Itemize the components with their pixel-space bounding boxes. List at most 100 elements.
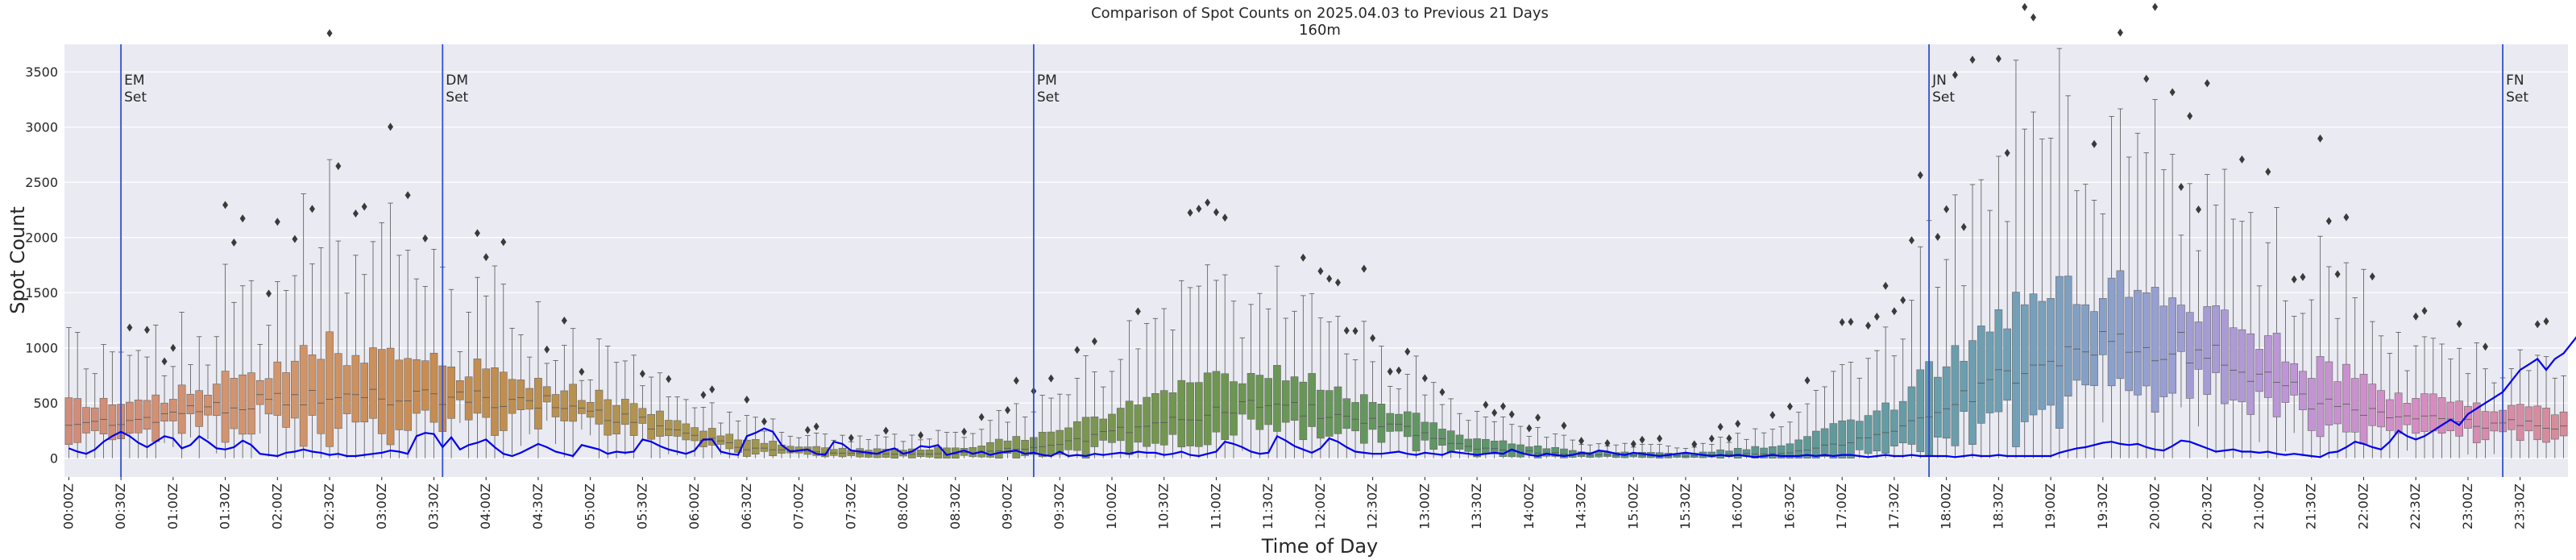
outlier [813, 422, 819, 431]
box-body [1916, 369, 1925, 452]
box-body [1395, 413, 1403, 432]
box-body [2159, 305, 2168, 397]
outlier [1326, 274, 1333, 283]
x-tick-label: 09:30Z [1052, 483, 1067, 529]
outlier [404, 191, 411, 200]
box-body [282, 372, 290, 428]
box-body [682, 423, 691, 441]
box-body [342, 365, 351, 414]
box-body [1438, 429, 1446, 446]
y-axis-label: Spot Count [6, 206, 29, 313]
box [1134, 307, 1143, 458]
box-body [395, 359, 404, 430]
outlier [2343, 213, 2350, 222]
box [2333, 270, 2342, 458]
outlier [2534, 320, 2541, 329]
box [1116, 359, 1125, 458]
box-body [751, 439, 760, 455]
box-body [2255, 349, 2263, 392]
box [456, 351, 464, 423]
box [255, 343, 264, 433]
box-body [499, 371, 508, 431]
outlier [2117, 28, 2123, 37]
x-tick-label: 06:00Z [687, 483, 702, 529]
box [751, 417, 760, 458]
x-tick-label: 23:30Z [2512, 483, 2528, 529]
box-body [2151, 287, 2159, 413]
annotation-label: JN [1931, 73, 1947, 89]
box-body [1247, 373, 1255, 420]
box-body [2281, 361, 2290, 403]
box-body [1524, 446, 1533, 454]
x-tick-label: 04:30Z [530, 483, 545, 529]
box [317, 247, 326, 458]
outlier [127, 323, 133, 332]
box-body [2446, 401, 2455, 432]
outlier [1300, 253, 1306, 262]
x-tick-label: 04:00Z [478, 483, 493, 529]
box [126, 323, 134, 458]
box [1221, 214, 1230, 458]
annotation-label: FN [2506, 73, 2524, 89]
box [1629, 440, 1638, 458]
box [1360, 264, 1368, 458]
x-tick-label: 19:30Z [2095, 483, 2110, 529]
box-body [1595, 451, 1603, 458]
box-body [638, 408, 647, 424]
box [1473, 411, 1481, 458]
box [1003, 405, 1012, 458]
box [1047, 374, 1056, 458]
box-body [2333, 381, 2342, 425]
box-body [2168, 297, 2176, 394]
outlier [2022, 2, 2028, 11]
x-tick-label: 11:00Z [1208, 483, 1223, 529]
outlier [1891, 307, 1898, 316]
box [2263, 168, 2272, 458]
x-axis-label: Time of Day [1261, 535, 1379, 558]
box-body [1212, 371, 1221, 433]
box-body [482, 368, 491, 418]
box [881, 426, 890, 458]
box [2542, 317, 2550, 458]
box [421, 234, 429, 458]
box [595, 338, 604, 458]
box-body [1299, 381, 1308, 441]
box [195, 336, 204, 458]
box-body [386, 347, 395, 446]
box-body [1090, 417, 1099, 447]
box [2316, 134, 2325, 458]
box-body [725, 433, 734, 450]
box-body [1351, 402, 1359, 432]
box-body [369, 347, 377, 419]
box [2081, 184, 2090, 458]
outlier [1404, 347, 1411, 356]
box-body [881, 449, 890, 458]
outlier [1317, 267, 1324, 276]
box [1898, 296, 1907, 458]
box [273, 218, 282, 458]
box [1230, 301, 1238, 458]
box [2221, 168, 2229, 458]
box [612, 362, 620, 458]
box [1281, 317, 1290, 458]
box-body [1099, 418, 1108, 441]
box [2047, 138, 2055, 458]
box-body [90, 407, 99, 431]
box [2229, 218, 2238, 458]
box [525, 356, 533, 434]
box [2168, 88, 2176, 458]
x-tick-label: 16:00Z [1730, 483, 1745, 529]
box-body [2490, 411, 2499, 432]
box-body [1942, 366, 1951, 439]
box-body [2238, 329, 2246, 403]
box-body [1238, 383, 1247, 415]
box [1577, 437, 1586, 458]
box-body [2350, 378, 2359, 433]
box [1299, 253, 1308, 458]
box [1916, 171, 1925, 458]
box [2020, 2, 2029, 458]
box-body [2142, 292, 2151, 387]
x-tick-label: 08:30Z [948, 483, 963, 529]
box [2003, 148, 2011, 458]
outlier [335, 162, 342, 171]
